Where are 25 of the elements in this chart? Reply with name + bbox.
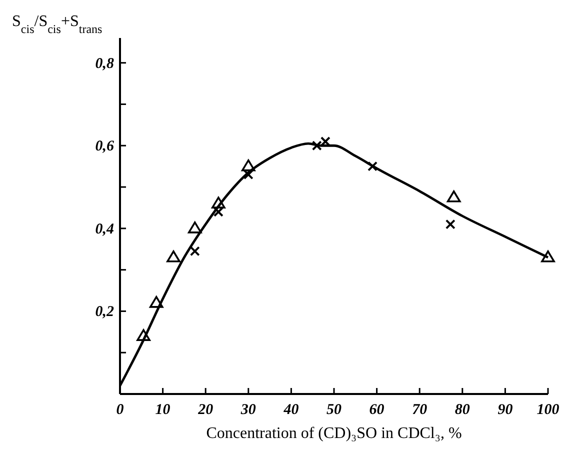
x-tick-label: 40 [282, 402, 300, 418]
point [188, 222, 202, 234]
point [243, 170, 254, 180]
x-tick-label: 30 [240, 402, 256, 418]
x-tick-label: 10 [155, 402, 171, 418]
x-tick-label: 20 [197, 402, 214, 418]
x-tick-label: 50 [326, 402, 342, 418]
x-tick-label: 80 [454, 402, 470, 418]
x-tick-label: 60 [369, 402, 385, 418]
point [446, 190, 461, 202]
point [190, 246, 200, 256]
y-tick-label: 0,4 [95, 221, 114, 238]
y-tick-label: 0,2 [95, 304, 114, 320]
y-tick-label: 0,6 [95, 138, 114, 155]
x-tick-label: 100 [536, 402, 560, 418]
x-tick-label: 0 [116, 402, 124, 418]
point [445, 219, 456, 230]
point [166, 250, 180, 262]
y-axis-title: S$_{cis}$/S$_{cis}$+S$_{trans}$ [12, 13, 103, 36]
x-tick-label: 70 [412, 402, 428, 418]
x-tick-label: 90 [498, 402, 514, 418]
point [312, 140, 322, 151]
x-axis-title: Concentration of (CD)₃SO in CDCl₃, % [206, 425, 462, 442]
y-tick-label: 0,8 [95, 56, 114, 72]
point [368, 161, 378, 172]
